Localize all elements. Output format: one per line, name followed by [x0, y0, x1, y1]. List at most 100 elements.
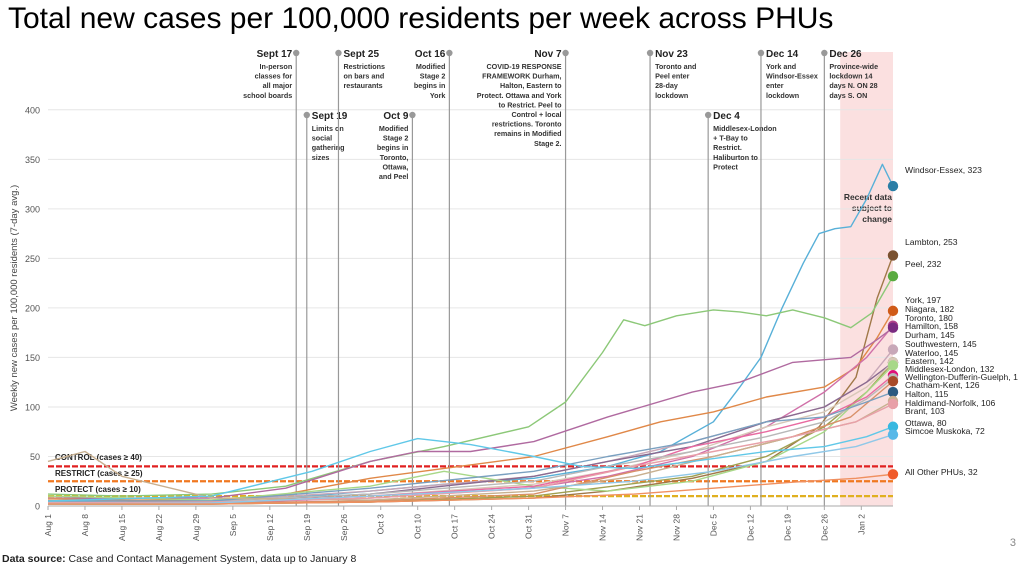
series-end-label: Southwestern, 145 [905, 339, 977, 349]
event-description: Limits on social gathering sizes [312, 124, 345, 162]
event-date-label: Nov 23 [655, 49, 688, 60]
y-axis-label: Weekly new cases per 100,000 residents (… [9, 185, 20, 411]
x-tick-label: Aug 22 [154, 514, 164, 541]
event-marker [335, 49, 342, 57]
series-end-label: Lambton, 253 [905, 237, 958, 247]
y-tick-label: 150 [25, 353, 40, 363]
threshold-label: CONTROL (cases ≥ 40) [55, 453, 142, 462]
event-description: In-person classes for all major school boar… [243, 62, 292, 100]
series-end-dot [887, 360, 899, 371]
page-number: 3 [1009, 537, 1016, 549]
event-description: Modified Stage 2 begins in York [414, 62, 446, 100]
series-end-label: All Other PHUs, 32 [905, 467, 978, 477]
series-end-dot [887, 180, 899, 192]
series-line [48, 325, 894, 504]
series-end-label: Ottawa, 80 [905, 418, 947, 428]
event-marker [409, 111, 416, 119]
series-end-dot [887, 322, 899, 333]
y-tick-label: 300 [25, 204, 40, 214]
series-end-label: Durham, 145 [905, 330, 955, 340]
series-end-label: York, 197 [905, 295, 941, 305]
series-end-label: Peel, 232 [905, 259, 942, 269]
series-end-dot [887, 421, 899, 432]
series-line [47, 426, 894, 502]
series-line [48, 473, 894, 505]
event-date-label: Sept 25 [343, 49, 379, 60]
x-tick-label: Dec 5 [708, 514, 718, 536]
event-description: Restrictions on bars and restaurants [343, 62, 385, 90]
event-description: COVID-19 RESPONSE FRAMEWORK Durham, Halton… [477, 62, 562, 148]
event-date-label: Oct 9 [383, 111, 408, 122]
y-tick-label: 100 [25, 402, 40, 412]
x-tick-label: Dec 12 [745, 514, 755, 541]
event-marker [704, 111, 712, 119]
event-date-label: Dec 14 [766, 49, 799, 60]
y-tick-label: 200 [25, 303, 40, 313]
x-tick-label: Nov 14 [598, 514, 608, 541]
x-tick-label: Aug 8 [80, 514, 90, 536]
y-tick-label: 250 [25, 254, 40, 264]
series-line [48, 255, 894, 505]
y-tick-label: 0 [35, 502, 40, 512]
event-description: Province-wide lockdown 14 days N. ON 28 day… [829, 62, 878, 100]
event-date-label: Dec 26 [829, 49, 862, 60]
x-tick-label: Aug 1 [43, 514, 53, 536]
series-end-dot [887, 305, 899, 317]
series-end-label: Brant, 103 [905, 406, 945, 416]
series-line [48, 310, 894, 501]
x-tick-label: Sep 26 [339, 514, 349, 541]
series-end-dot [887, 469, 899, 480]
x-tick-label: Dec 26 [819, 514, 829, 541]
series-end-label: Wellington-Dufferin-Guelph, 1 [905, 372, 1018, 382]
x-tick-label: Aug 29 [191, 514, 201, 541]
event-marker [293, 49, 300, 57]
y-tick-label: 350 [25, 155, 40, 165]
x-tick-label: Oct 10 [413, 514, 423, 539]
x-tick-label: Aug 15 [117, 514, 127, 541]
event-date-label: Sept 19 [312, 111, 348, 122]
event-description: York and Windsor-Essex enter lockdown [766, 62, 818, 100]
event-description: Toronto and Peel enter 28-day lockdown [655, 62, 696, 100]
event-description: Modified Stage 2 begins in Toronto, Ottawa, a… [377, 124, 409, 181]
series-end-label: Niagara, 182 [905, 304, 954, 314]
event-marker [821, 49, 828, 57]
y-tick-label: 50 [30, 452, 40, 462]
event-date-label: Dec 4 [713, 111, 740, 122]
event-date-label: Nov 7 [534, 49, 562, 60]
series-end-label: Hamilton, 158 [905, 321, 958, 331]
series-line [47, 377, 894, 503]
threshold-label: RESTRICT (cases ≥ 25) [55, 469, 143, 478]
event-marker [303, 111, 310, 119]
series-end-dot [887, 271, 899, 282]
series-end-label: Haldimand-Norfolk, 106 [905, 398, 995, 408]
series-end-dot [887, 344, 899, 355]
series-line [48, 391, 894, 502]
y-tick-label: 400 [25, 105, 40, 115]
series-end-label: Middlesex-London, 132 [905, 364, 995, 374]
data-source-label: Data source: [2, 553, 66, 565]
series-line [47, 163, 894, 502]
data-source-text: Case and Contact Management System, data… [68, 553, 357, 565]
series-line [47, 434, 894, 505]
series-end-dot [887, 250, 899, 261]
event-date-label: Oct 16 [415, 49, 446, 60]
x-tick-label: Nov 21 [635, 514, 645, 541]
series-end-dot [887, 429, 899, 440]
x-tick-label: Sep 12 [265, 514, 275, 541]
series-line [48, 327, 894, 499]
series-end-dot [887, 376, 899, 387]
x-tick-label: Oct 24 [487, 514, 497, 539]
series-end-dot [887, 386, 899, 398]
series-end-label: Windsor-Essex, 323 [905, 165, 982, 175]
x-tick-label: Nov 28 [671, 514, 681, 541]
series-end-label: Toronto, 180 [905, 313, 953, 323]
series-end-label: Eastern, 142 [905, 356, 954, 366]
data-source: Data source: Case and Contact Management… [2, 553, 356, 565]
event-marker [562, 49, 569, 57]
x-tick-label: Sep 19 [302, 514, 312, 541]
series-end-label: Simcoe Muskoka, 72 [905, 426, 985, 436]
event-date-label: Sept 17 [257, 49, 293, 60]
x-tick-label: Oct 31 [524, 514, 534, 539]
x-tick-label: Dec 19 [782, 514, 792, 541]
series-end-dot [887, 398, 899, 410]
